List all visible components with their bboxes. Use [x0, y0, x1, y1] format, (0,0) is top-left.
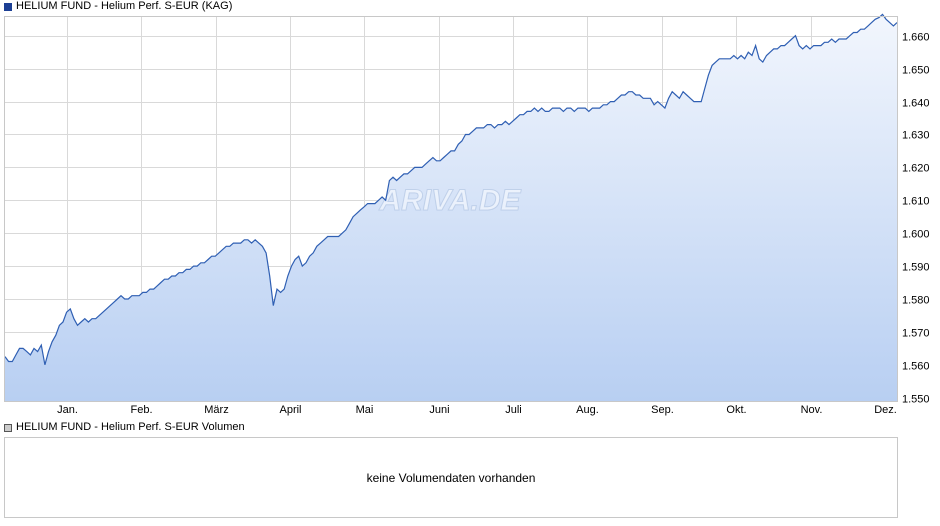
watermark: ARIVA.DE	[378, 184, 521, 217]
y-tick-label: 1.580	[902, 295, 930, 307]
x-tick-label: Jan.	[57, 404, 78, 416]
volume-empty-message: keine Volumendaten vorhanden	[366, 471, 536, 485]
y-tick-label: 1.660	[902, 32, 930, 44]
volume-panel: keine Volumendaten vorhanden	[4, 437, 898, 518]
y-tick-label: 1.600	[902, 229, 930, 241]
x-tick-label: März	[204, 404, 228, 416]
price-legend-swatch	[4, 2, 12, 11]
y-tick-label: 1.650	[902, 65, 930, 77]
plot-frame	[4, 16, 898, 402]
y-tick-label: 1.550	[902, 394, 930, 406]
y-tick-label: 1.640	[902, 98, 930, 110]
y-tick-label: 1.620	[902, 163, 930, 175]
x-tick-label: Juni	[429, 404, 449, 416]
x-tick-label: Feb.	[130, 404, 152, 416]
x-tick-label: Mai	[356, 404, 374, 416]
price-area	[5, 14, 897, 402]
x-tick-label: Juli	[505, 404, 522, 416]
x-tick-label: Sep.	[651, 404, 674, 416]
price-legend: HELIUM FUND - Helium Perf. S-EUR (KAG)	[4, 0, 232, 13]
y-tick-label: 1.570	[902, 328, 930, 340]
y-tick-label: 1.610	[902, 196, 930, 208]
price-legend-label: HELIUM FUND - Helium Perf. S-EUR (KAG)	[16, 0, 233, 12]
volume-legend-swatch	[4, 423, 12, 432]
x-tick-label: Nov.	[801, 404, 823, 416]
x-tick-label: Dez.	[874, 404, 897, 416]
volume-legend: HELIUM FUND - Helium Perf. S-EUR Volumen	[4, 421, 245, 434]
y-tick-label: 1.560	[902, 361, 930, 373]
x-axis-labels: Jan. Feb. März April Mai Juni Juli Aug. Sep. Okt.…	[57, 404, 897, 416]
y-tick-label: 1.590	[902, 262, 930, 274]
x-tick-label: April	[279, 404, 301, 416]
x-tick-label: Aug.	[576, 404, 599, 416]
y-tick-label: 1.630	[902, 130, 930, 142]
x-tick-label: Okt.	[726, 404, 746, 416]
volume-legend-label: HELIUM FUND - Helium Perf. S-EUR Volumen	[16, 421, 245, 433]
y-axis-labels: 1.550 1.560 1.570 1.580 1.590 1.600 1.610 1.620…	[902, 32, 930, 406]
price-line	[4, 13, 898, 365]
